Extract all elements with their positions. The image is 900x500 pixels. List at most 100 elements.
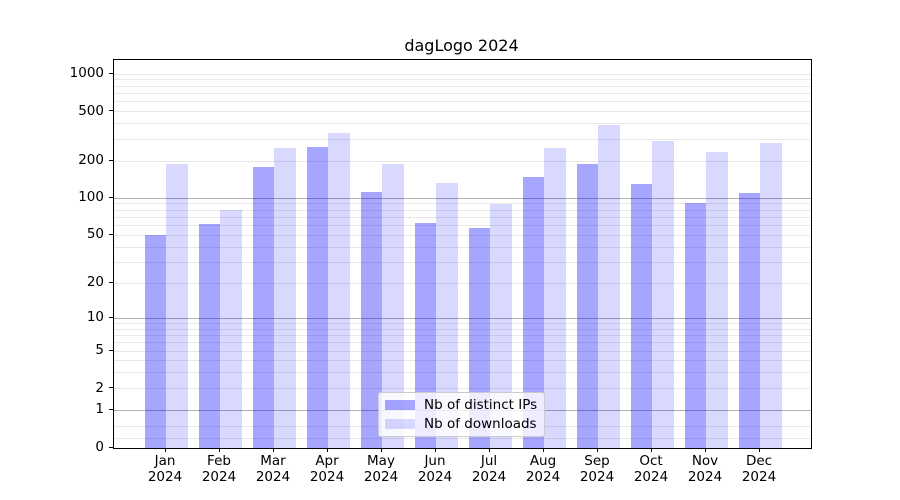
x-tick-label: Apr 2024 (309, 453, 345, 485)
bar-downloads-jun (436, 182, 458, 448)
x-tick-label: Jun 2024 (417, 453, 453, 485)
y-tick-label: 50 (86, 226, 104, 243)
y-tick-label: 2 (95, 379, 104, 396)
x-tick-label: Mar 2024 (255, 453, 291, 485)
minor-gridline (114, 342, 811, 344)
x-tick-mark (758, 448, 760, 452)
bar-downloads-nov (706, 151, 728, 448)
y-tick-label: 500 (78, 102, 104, 119)
bar-distinct-ips-dec (738, 193, 760, 448)
bar-downloads-jan (166, 163, 188, 448)
bar-downloads-mar (274, 147, 296, 448)
bar-distinct-ips-jun (414, 222, 436, 448)
bar-distinct-ips-nov (684, 202, 706, 448)
bar-distinct-ips-sep (576, 163, 598, 448)
minor-gridline (114, 261, 811, 263)
x-tick-label: Nov 2024 (687, 453, 723, 485)
y-tick-mark (109, 196, 113, 198)
minor-gridline (114, 216, 811, 218)
minor-gridline (114, 73, 811, 75)
minor-gridline (114, 322, 811, 324)
y-tick-mark (109, 110, 113, 112)
legend-label-distinct-ips: Nb of distinct IPs (424, 397, 538, 414)
x-tick-label: Oct 2024 (633, 453, 669, 485)
chart-title: dagLogo 2024 (404, 36, 519, 55)
x-tick-label: May 2024 (363, 453, 399, 485)
x-tick-label: Sep 2024 (579, 453, 615, 485)
bar-downloads-feb (220, 210, 242, 448)
y-tick-mark (109, 349, 113, 351)
bar-distinct-ips-mar (252, 166, 274, 448)
y-tick-mark (109, 233, 113, 235)
x-tick-mark (164, 448, 166, 452)
bar-distinct-ips-may (360, 192, 382, 448)
y-tick-label: 1000 (69, 65, 104, 82)
x-tick-mark (326, 448, 328, 452)
major-gridline (114, 317, 811, 319)
minor-gridline (114, 246, 811, 248)
x-tick-label: Dec 2024 (741, 453, 777, 485)
minor-gridline (114, 138, 811, 140)
y-tick-label: 5 (95, 342, 104, 359)
legend-label-downloads: Nb of downloads (424, 415, 537, 432)
minor-gridline (114, 85, 811, 87)
bar-distinct-ips-apr (306, 146, 328, 448)
minor-gridline (114, 328, 811, 330)
bar-downloads-sep (598, 125, 620, 448)
y-tick-mark (109, 316, 113, 318)
x-tick-label: Aug 2024 (525, 453, 561, 485)
bar-distinct-ips-oct (630, 183, 652, 448)
y-tick-label: 10 (86, 309, 104, 326)
y-tick-mark (109, 72, 113, 74)
bar-downloads-apr (328, 133, 350, 448)
minor-gridline (114, 111, 811, 113)
legend-swatch-downloads (385, 418, 415, 429)
minor-gridline (114, 123, 811, 125)
y-tick-label: 20 (86, 274, 104, 291)
x-tick-mark (380, 448, 382, 452)
minor-gridline (114, 101, 811, 103)
minor-gridline (114, 350, 811, 352)
x-tick-mark (704, 448, 706, 452)
y-tick-mark (109, 159, 113, 161)
x-tick-label: Jan 2024 (147, 453, 183, 485)
minor-gridline (114, 209, 811, 211)
y-tick-mark (109, 408, 113, 410)
minor-gridline (114, 282, 811, 284)
y-tick-mark (109, 387, 113, 389)
x-tick-mark (650, 448, 652, 452)
legend-item-distinct-ips: Nb of distinct IPs (385, 397, 538, 413)
minor-gridline (114, 225, 811, 227)
bar-downloads-may (382, 163, 404, 448)
bar-downloads-dec (760, 142, 782, 448)
minor-gridline (114, 388, 811, 390)
minor-gridline (114, 79, 811, 81)
x-tick-mark (272, 448, 274, 452)
y-tick-label: 1 (95, 401, 104, 418)
bar-distinct-ips-aug (522, 176, 544, 448)
x-tick-mark (596, 448, 598, 452)
x-tick-mark (542, 448, 544, 452)
plot-area (113, 59, 812, 449)
minor-gridline (114, 92, 811, 94)
bar-downloads-jul (490, 203, 512, 448)
bar-distinct-ips-feb (198, 223, 220, 448)
legend-item-downloads: Nb of downloads (385, 416, 538, 432)
minor-gridline (114, 160, 811, 162)
bar-downloads-oct (652, 140, 674, 448)
x-tick-label: Feb 2024 (201, 453, 237, 485)
major-gridline (114, 197, 811, 199)
bar-distinct-ips-jan (144, 235, 166, 448)
minor-gridline (114, 234, 811, 236)
y-tick-label: 100 (78, 189, 104, 206)
legend: Nb of distinct IPs Nb of downloads (378, 392, 545, 437)
y-tick-mark (109, 281, 113, 283)
x-tick-mark (218, 448, 220, 452)
bar-downloads-aug (544, 147, 566, 448)
legend-swatch-distinct-ips (385, 400, 415, 411)
minor-gridline (114, 437, 811, 439)
minor-gridline (114, 334, 811, 336)
y-tick-label: 0 (95, 439, 104, 455)
minor-gridline (114, 203, 811, 205)
